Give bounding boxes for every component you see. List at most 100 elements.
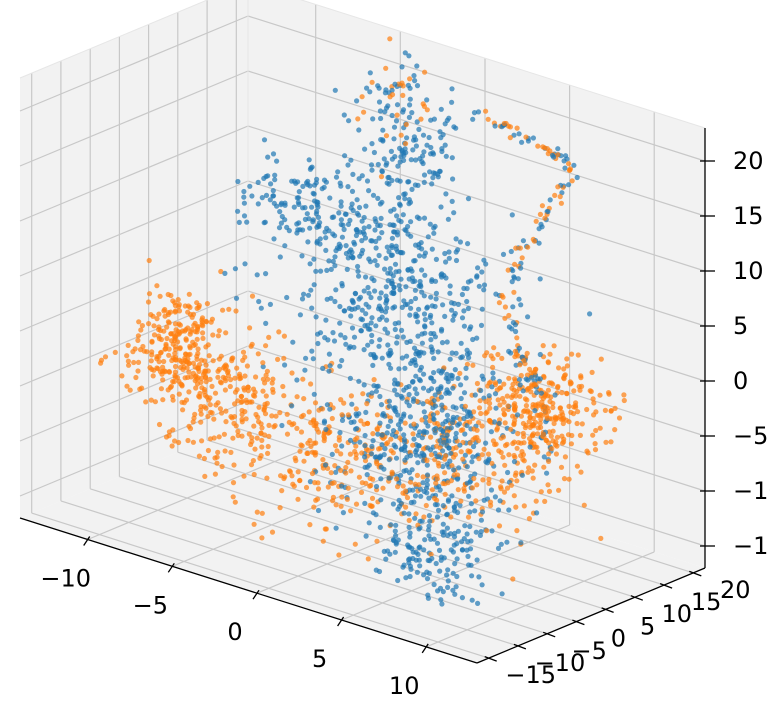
data-point-blue — [510, 268, 516, 274]
data-point-blue — [345, 162, 351, 168]
data-point-orange — [200, 371, 207, 377]
x-tick-tick — [252, 589, 260, 600]
grid-line-z-back — [247, 15, 706, 162]
data-point-blue — [463, 375, 469, 381]
data-point-blue — [404, 399, 410, 405]
data-point-orange — [567, 167, 573, 173]
data-point-blue — [452, 561, 458, 567]
data-point-blue — [492, 391, 499, 397]
data-point-orange — [568, 380, 574, 386]
data-point-blue — [395, 537, 401, 543]
data-point-orange — [482, 353, 488, 359]
data-point-orange — [494, 425, 500, 431]
data-point-blue — [421, 371, 427, 377]
data-point-blue — [384, 305, 390, 311]
data-point-blue — [424, 576, 431, 582]
data-point-orange — [168, 309, 174, 315]
data-point-blue — [425, 595, 431, 601]
data-point-orange — [522, 425, 529, 431]
data-point-blue — [349, 401, 355, 407]
data-point-blue — [379, 230, 385, 236]
data-point-blue — [340, 222, 346, 228]
data-point-orange — [208, 319, 214, 325]
data-point-orange — [195, 350, 201, 357]
data-point-blue — [469, 573, 475, 579]
data-point-blue — [357, 439, 363, 445]
data-point-orange — [127, 387, 133, 393]
data-point-orange — [531, 238, 538, 244]
data-point-blue — [419, 289, 425, 295]
data-point-orange — [521, 503, 527, 509]
data-point-orange — [511, 261, 518, 267]
data-point-blue — [402, 146, 408, 152]
z-tick-label: 20 — [733, 147, 764, 175]
data-point-blue — [495, 507, 502, 513]
data-point-blue — [377, 223, 383, 229]
data-point-blue — [520, 388, 526, 394]
data-point-blue — [395, 381, 401, 387]
data-point-blue — [429, 181, 435, 187]
data-point-blue — [366, 520, 372, 526]
data-point-blue — [467, 326, 473, 332]
data-point-orange — [345, 459, 351, 465]
data-point-orange — [358, 489, 365, 495]
data-point-orange — [259, 510, 265, 516]
data-point-blue — [455, 422, 461, 428]
data-point-blue — [459, 315, 466, 321]
data-point-blue — [424, 305, 430, 311]
data-point-blue — [450, 385, 456, 391]
data-point-orange — [557, 413, 563, 419]
data-point-orange — [217, 406, 223, 412]
data-point-orange — [186, 389, 192, 395]
data-point-orange — [442, 470, 448, 476]
data-point-blue — [242, 261, 248, 267]
data-point-blue — [455, 528, 461, 534]
data-point-blue — [385, 278, 391, 284]
data-point-orange — [199, 315, 206, 321]
data-point-orange — [170, 397, 176, 403]
data-point-blue — [410, 398, 416, 404]
data-point-orange — [521, 358, 527, 364]
data-point-blue — [381, 466, 387, 472]
data-point-orange — [175, 297, 181, 303]
data-point-blue — [467, 509, 473, 515]
data-point-orange — [434, 410, 440, 416]
data-point-blue — [534, 510, 540, 516]
data-point-blue — [293, 180, 299, 186]
data-point-orange — [358, 418, 364, 424]
data-point-orange — [135, 337, 141, 343]
y-tick-tick — [484, 655, 497, 662]
data-point-orange — [533, 498, 539, 504]
data-point-orange — [511, 403, 517, 409]
data-point-orange — [498, 486, 504, 492]
data-point-orange — [574, 463, 581, 469]
data-point-blue — [427, 169, 433, 175]
data-point-blue — [433, 296, 439, 302]
data-point-orange — [149, 352, 155, 358]
data-point-blue — [267, 197, 273, 203]
data-point-blue — [389, 112, 395, 119]
data-point-blue — [296, 220, 302, 226]
data-point-blue — [391, 124, 398, 130]
data-point-orange — [545, 360, 552, 366]
data-point-orange — [261, 406, 267, 412]
data-point-orange — [512, 354, 518, 360]
data-point-blue — [415, 319, 421, 325]
data-point-orange — [529, 468, 535, 474]
data-point-orange — [231, 462, 237, 468]
data-point-blue — [328, 266, 334, 272]
data-point-blue — [506, 348, 512, 354]
data-point-blue — [396, 217, 402, 223]
data-point-orange — [131, 359, 137, 366]
data-point-orange — [411, 421, 417, 427]
data-point-blue — [373, 323, 379, 329]
data-point-orange — [126, 362, 132, 368]
data-point-blue — [438, 394, 444, 400]
data-point-blue — [424, 142, 430, 148]
data-point-orange — [251, 423, 257, 429]
data-point-blue — [362, 464, 368, 470]
data-point-orange — [554, 434, 561, 440]
data-point-orange — [161, 308, 167, 314]
data-point-blue — [424, 490, 430, 496]
data-point-orange — [209, 383, 215, 389]
